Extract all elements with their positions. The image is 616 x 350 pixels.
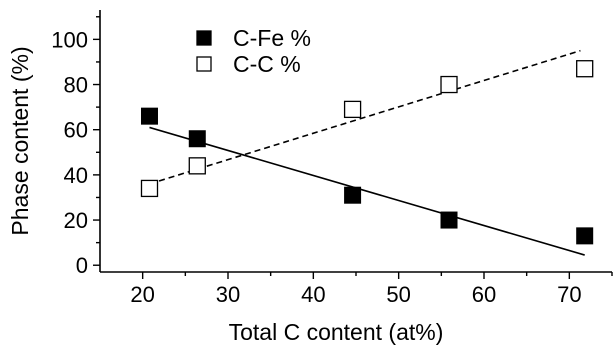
x-tick-label: 70 bbox=[557, 282, 581, 307]
x-axis-title: Total C content (at%) bbox=[229, 319, 444, 345]
x-tick-label: 40 bbox=[301, 282, 325, 307]
y-tick-label: 80 bbox=[64, 73, 88, 98]
c-c-point bbox=[140, 179, 159, 198]
x-tick-label: 30 bbox=[216, 282, 240, 307]
c-fe-point bbox=[576, 227, 594, 245]
c-c-point bbox=[343, 100, 362, 119]
legend-c-fe-marker bbox=[196, 30, 212, 46]
legend-c-fe-label: C-Fe % bbox=[233, 25, 311, 51]
c-c-point bbox=[188, 157, 206, 175]
c-fe-point bbox=[344, 186, 362, 204]
c-fe-point bbox=[440, 211, 458, 229]
c-c-point bbox=[576, 60, 594, 78]
ticks: 20 30 40 50 60 70 0 20 40 60 80 100 bbox=[51, 16, 613, 307]
y-tick-label: 60 bbox=[64, 118, 88, 143]
axes bbox=[99, 10, 612, 273]
x-tick-label: 60 bbox=[472, 282, 496, 307]
fit-lines bbox=[149, 49, 585, 256]
y-tick-label: 40 bbox=[64, 163, 88, 188]
data-points bbox=[140, 60, 594, 245]
c-fe-point bbox=[140, 107, 158, 125]
x-tick-label: 20 bbox=[130, 282, 154, 307]
x-tick-label: 50 bbox=[386, 282, 410, 307]
c-fe-fit-line bbox=[149, 126, 585, 256]
c-c-point bbox=[440, 75, 458, 94]
y-tick-label: 100 bbox=[51, 27, 88, 52]
y-axis-title: Phase content (%) bbox=[7, 46, 33, 235]
c-fe-point bbox=[188, 130, 206, 148]
legend-c-c-marker bbox=[196, 56, 212, 72]
c-c-fit-line bbox=[149, 49, 581, 185]
y-tick-label: 0 bbox=[76, 253, 88, 278]
y-tick-label: 20 bbox=[64, 208, 88, 233]
legend: C-Fe %C-C % bbox=[196, 25, 311, 77]
legend-c-c-label: C-C % bbox=[233, 51, 301, 77]
